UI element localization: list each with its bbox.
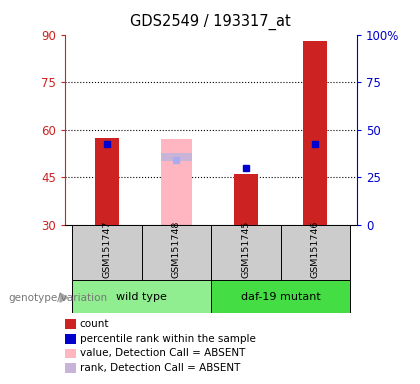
FancyBboxPatch shape xyxy=(281,225,350,280)
Bar xyxy=(94,137,119,225)
FancyBboxPatch shape xyxy=(211,225,281,280)
Text: count: count xyxy=(80,319,109,329)
Text: GSM151747: GSM151747 xyxy=(102,221,111,278)
Bar xyxy=(303,41,328,225)
FancyBboxPatch shape xyxy=(72,280,211,313)
Text: daf-19 mutant: daf-19 mutant xyxy=(241,291,320,302)
Bar xyxy=(161,153,192,161)
Text: genotype/variation: genotype/variation xyxy=(8,293,108,303)
Text: rank, Detection Call = ABSENT: rank, Detection Call = ABSENT xyxy=(80,363,240,373)
Text: value, Detection Call = ABSENT: value, Detection Call = ABSENT xyxy=(80,348,245,359)
Text: GSM151745: GSM151745 xyxy=(241,221,250,278)
FancyBboxPatch shape xyxy=(142,225,211,280)
FancyBboxPatch shape xyxy=(72,225,142,280)
Text: wild type: wild type xyxy=(116,291,167,302)
Text: GSM151746: GSM151746 xyxy=(311,221,320,278)
Text: GDS2549 / 193317_at: GDS2549 / 193317_at xyxy=(130,13,290,30)
Bar xyxy=(234,174,258,225)
Text: percentile rank within the sample: percentile rank within the sample xyxy=(80,334,256,344)
Text: GSM151748: GSM151748 xyxy=(172,221,181,278)
Bar xyxy=(161,139,192,225)
FancyBboxPatch shape xyxy=(211,280,350,313)
